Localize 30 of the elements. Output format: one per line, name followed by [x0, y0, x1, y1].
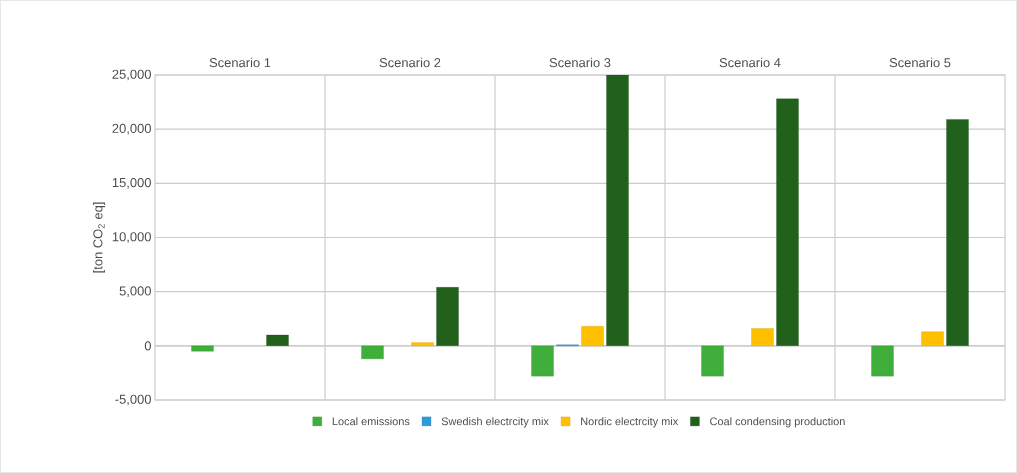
y-tick-label: 15,000 [112, 177, 151, 189]
x-tick-label: Scenario 5 [889, 57, 951, 68]
legend-label: Coal condensing production [710, 417, 845, 428]
y-tick-label: 5,000 [119, 286, 151, 298]
bar [581, 326, 604, 346]
bar [411, 342, 434, 346]
bar [921, 331, 944, 346]
bar [191, 345, 214, 352]
bar [606, 75, 629, 346]
bar [776, 98, 799, 346]
y-axis-title: [ton CO$_{2}$ eq] [92, 202, 106, 273]
bar [436, 287, 459, 346]
x-tick-label: Scenario 2 [379, 57, 441, 68]
bar [946, 119, 969, 346]
y-tick-label: -5,000 [115, 394, 151, 406]
y-tick-label: 0 [144, 341, 151, 351]
bar [701, 345, 724, 377]
x-tick-label: Scenario 4 [719, 57, 781, 68]
y-tick-label: 25,000 [112, 69, 151, 81]
bar [871, 345, 894, 377]
bar [531, 345, 554, 377]
y-tick-label: 10,000 [112, 232, 151, 243]
x-tick-label: Scenario 1 [209, 57, 271, 68]
bar [361, 345, 384, 359]
legend-label: Nordic electrcity mix [581, 417, 679, 428]
x-tick-label: Scenario 3 [549, 57, 611, 68]
legend-label: Local emissions [332, 417, 410, 426]
legend-label: Swedish electrcity mix [441, 417, 549, 428]
bar [751, 328, 774, 346]
y-tick-label: 20,000 [112, 123, 151, 135]
